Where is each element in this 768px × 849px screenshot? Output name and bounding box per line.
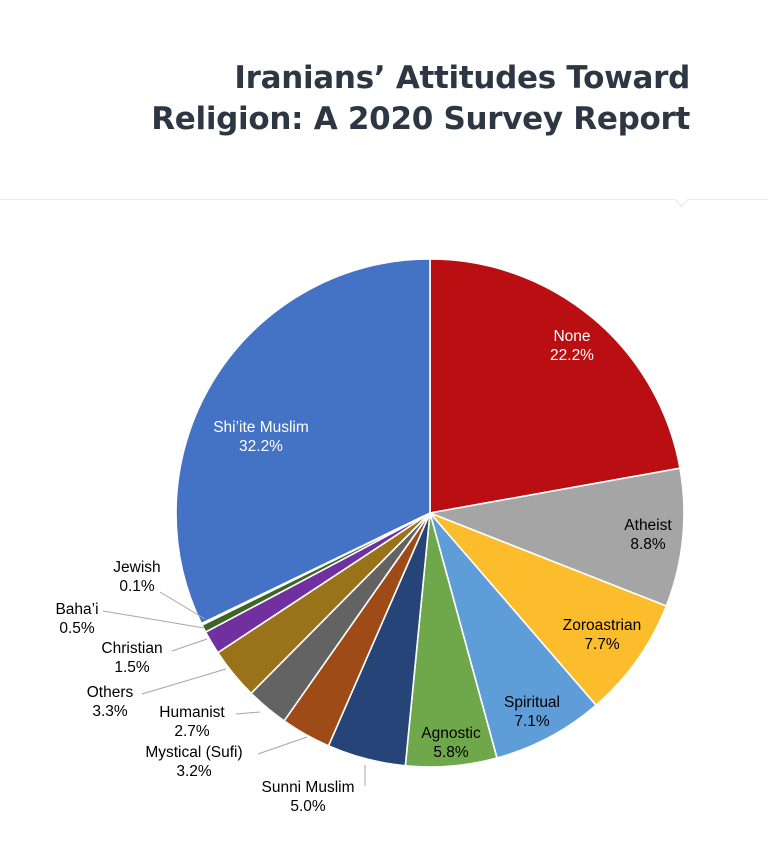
pie-slices: [175, 258, 685, 768]
title-line-2: Religion: A 2020 Survey Report: [151, 101, 690, 137]
value-none: 22.2%: [550, 347, 594, 364]
value-sunni-muslim: 5.0%: [290, 798, 326, 815]
label-spiritual: Spiritual: [504, 694, 560, 711]
value-mystical-sufi: 3.2%: [176, 763, 212, 780]
value-spiritual: 7.1%: [514, 713, 550, 730]
leader-baha-i: [102, 610, 205, 629]
label-mystical-sufi: Mystical (Sufi): [145, 744, 242, 761]
label-jewish: Jewish: [113, 559, 160, 576]
slice-spiritual: [429, 512, 597, 759]
label-zoroastrian: Zoroastrian: [563, 617, 641, 634]
value-baha-i: 0.5%: [59, 620, 95, 637]
leader-christian: [171, 638, 208, 652]
label-atheist: Atheist: [624, 517, 672, 534]
leader-lines: [102, 591, 366, 786]
slice-labels: None 22.2% Atheist 8.8% Zoroastrian 7.7% Spiri…: [55, 328, 672, 815]
label-sunni-muslim: Sunni Muslim: [261, 779, 354, 796]
label-humanist: Humanist: [159, 704, 225, 721]
slice-zoroastrian: [429, 512, 668, 707]
value-shi-ite-muslim: 32.2%: [239, 438, 283, 455]
slice-atheist: [429, 467, 685, 607]
value-atheist: 8.8%: [630, 536, 666, 553]
leader-others: [141, 668, 227, 695]
label-christian: Christian: [101, 640, 162, 657]
leader-humanist: [235, 711, 261, 715]
leader-mystical-sufi: [257, 736, 308, 755]
leader-jewish: [159, 591, 206, 620]
value-humanist: 2.7%: [174, 723, 210, 740]
section-divider: [0, 199, 768, 200]
slice-none: [429, 258, 681, 514]
slice-shi-ite-muslim: [175, 258, 431, 625]
value-christian: 1.5%: [114, 659, 150, 676]
value-others: 3.3%: [92, 703, 128, 720]
title-line-1: Iranians’ Attitudes Toward: [234, 60, 690, 96]
label-others: Others: [87, 684, 134, 701]
label-shi-ite-muslim: Shi’ite Muslim: [213, 419, 309, 436]
page-title: Iranians’ Attitudes Toward Religion: A 2…: [151, 58, 690, 140]
label-none: None: [553, 328, 590, 345]
value-jewish: 0.1%: [119, 578, 155, 595]
label-baha-i: Baha’i: [55, 601, 98, 618]
label-agnostic: Agnostic: [421, 725, 481, 742]
value-agnostic: 5.8%: [433, 744, 469, 761]
value-zoroastrian: 7.7%: [584, 636, 620, 653]
